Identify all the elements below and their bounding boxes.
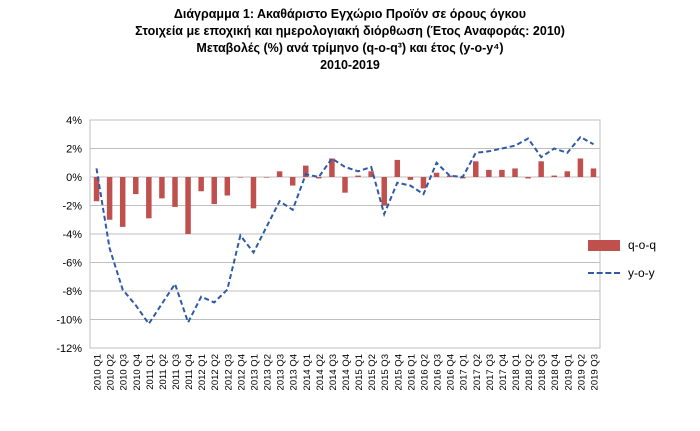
legend-label-q-o-q: q-o-q — [628, 238, 657, 252]
x-tick-label: 2015 Q3 — [380, 354, 391, 390]
x-tick-label: 2014 Q2 — [315, 354, 326, 390]
x-tick-label: 2017 Q2 — [472, 354, 483, 390]
legend-swatch-q-o-q — [588, 239, 620, 251]
y-tick-label: -4% — [62, 229, 82, 241]
bar-q-o-q — [355, 175, 361, 177]
x-tick-label: 2018 Q1 — [511, 354, 522, 390]
bar-q-o-q — [303, 165, 309, 177]
series-line-y-o-y — [95, 135, 594, 326]
x-tick-label: 2010 Q4 — [132, 354, 143, 390]
x-tick-label: 2014 Q3 — [328, 354, 339, 390]
chart-subtitle-1: Στοιχεία με εποχική και ημερολογιακή διό… — [135, 24, 565, 38]
y-tick-label: -12% — [56, 343, 82, 355]
legend: q-o-q y-o-y — [588, 236, 656, 292]
bar-q-o-q — [198, 177, 204, 192]
bar-q-o-q — [512, 168, 518, 177]
x-tick-label: 2019 Q1 — [563, 354, 574, 390]
x-tick-label: 2011 Q4 — [184, 354, 195, 390]
bar-q-o-q — [499, 169, 505, 177]
bar-q-o-q — [473, 161, 479, 177]
x-tick-label: 2010 Q3 — [119, 354, 130, 390]
legend-item-y-o-y: y-o-y — [588, 264, 656, 282]
bar-q-o-q — [329, 158, 335, 177]
bar-q-o-q — [551, 175, 557, 177]
bar-q-o-q — [486, 169, 492, 177]
y-tick-label: 4% — [66, 115, 82, 127]
bar-q-o-q — [564, 171, 571, 177]
y-tick-label: -8% — [62, 286, 82, 298]
bar-q-o-q — [133, 177, 139, 195]
bar-q-o-q — [106, 177, 113, 220]
x-tick-label: 2011 Q3 — [171, 354, 182, 390]
x-tick-label: 2018 Q4 — [550, 354, 561, 390]
bar-q-o-q — [381, 177, 387, 206]
y-tick-label: 0% — [66, 172, 82, 184]
x-tick-label: 2016 Q2 — [419, 354, 430, 390]
chart-titles: Διάγραμμα 1: Ακαθάριστο Εγχώριο Προϊόν σ… — [0, 6, 700, 74]
x-tick-label: 2016 Q3 — [433, 354, 444, 390]
bar-q-o-q — [433, 172, 440, 177]
bar-q-o-q — [263, 177, 270, 178]
bar-q-o-q — [407, 177, 414, 180]
bar-q-o-q — [250, 177, 257, 209]
x-tick-label: 2013 Q4 — [289, 354, 300, 390]
chart-subtitle-2: Μεταβολές (%) ανά τρίμηνο (q-o-q³) και έ… — [196, 41, 504, 55]
chart-subtitle-3: 2010-2019 — [320, 58, 380, 72]
x-tick-label: 2014 Q4 — [341, 354, 352, 390]
x-tick-label: 2016 Q4 — [446, 354, 457, 390]
x-tick-label: 2018 Q2 — [524, 354, 535, 390]
legend-item-q-o-q: q-o-q — [588, 236, 656, 254]
x-tick-label: 2016 Q1 — [406, 354, 417, 390]
bar-q-o-q — [159, 177, 165, 199]
x-tick-label: 2015 Q2 — [367, 354, 378, 390]
bar-q-o-q — [342, 177, 348, 193]
bar-q-o-q — [538, 161, 544, 177]
bar-q-o-q — [577, 158, 584, 177]
x-tick-label: 2011 Q1 — [145, 354, 156, 390]
x-tick-label: 2017 Q4 — [498, 354, 509, 390]
bar-q-o-q — [146, 177, 152, 219]
bar-q-o-q — [172, 177, 178, 207]
x-tick-label: 2015 Q4 — [393, 354, 404, 390]
bar-q-o-q — [276, 171, 283, 177]
legend-swatch-y-o-y — [588, 272, 620, 274]
x-tick-label: 2014 Q1 — [302, 354, 313, 390]
x-tick-label: 2015 Q1 — [354, 354, 365, 390]
y-tick-label: -6% — [62, 258, 82, 270]
x-tick-label: 2012 Q1 — [197, 354, 208, 390]
x-tick-label: 2012 Q2 — [210, 354, 221, 390]
y-tick-label: -2% — [62, 201, 82, 213]
bar-q-o-q — [368, 171, 374, 177]
bar-q-o-q — [185, 177, 191, 234]
x-tick-label: 2017 Q3 — [485, 354, 496, 390]
x-tick-label: 2019 Q3 — [589, 354, 600, 390]
legend-label-y-o-y: y-o-y — [628, 266, 655, 280]
bar-q-o-q — [93, 177, 100, 202]
x-tick-label: 2017 Q1 — [459, 354, 470, 390]
x-tick-label: 2013 Q2 — [263, 354, 274, 390]
x-tick-label: 2013 Q1 — [249, 354, 260, 390]
x-tick-label: 2010 Q1 — [93, 354, 104, 390]
x-tick-label: 2013 Q3 — [276, 354, 287, 390]
x-tick-label: 2010 Q2 — [106, 354, 117, 390]
bar-q-o-q — [211, 177, 217, 205]
bar-q-o-q — [590, 168, 597, 177]
bar-q-o-q — [394, 159, 401, 177]
bar-q-o-q — [289, 177, 296, 186]
bar-q-o-q — [237, 177, 244, 178]
y-tick-label: 2% — [66, 144, 82, 156]
bar-q-o-q — [420, 177, 427, 189]
bar-q-o-q — [224, 177, 231, 196]
x-tick-label: 2012 Q3 — [223, 354, 234, 390]
x-tick-label: 2019 Q2 — [576, 354, 587, 390]
y-tick-label: -10% — [56, 315, 82, 327]
bar-q-o-q — [119, 177, 126, 227]
chart-title: Διάγραμμα 1: Ακαθάριστο Εγχώριο Προϊόν σ… — [173, 7, 527, 21]
x-tick-label: 2018 Q3 — [537, 354, 548, 390]
bar-q-o-q — [525, 177, 531, 179]
bar-q-o-q — [316, 177, 322, 179]
x-tick-label: 2011 Q2 — [158, 354, 169, 390]
x-tick-label: 2012 Q4 — [236, 354, 247, 390]
